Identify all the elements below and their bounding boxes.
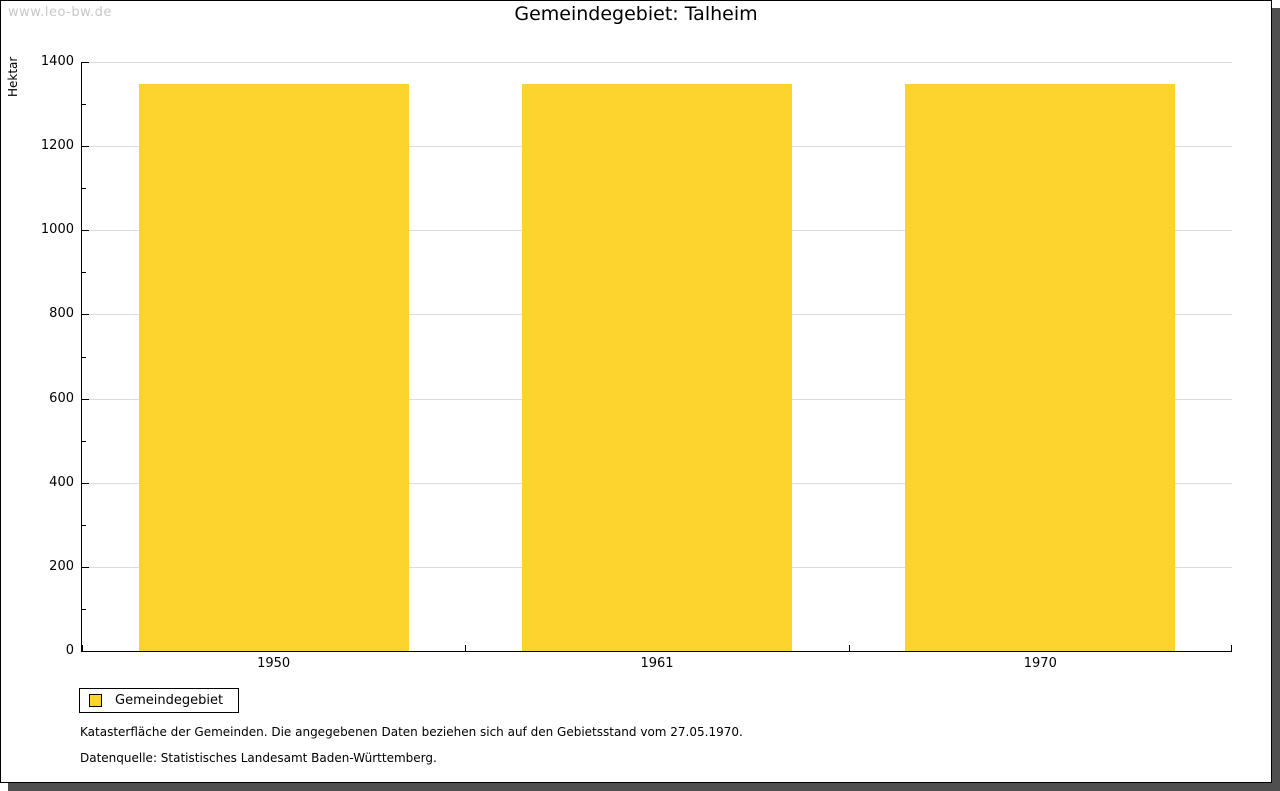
y-tick-label-400: 400 xyxy=(49,474,74,490)
y-tick-label-600: 600 xyxy=(49,390,74,406)
y-tick-label-1000: 1000 xyxy=(40,222,74,238)
y-axis-minor-tick-900 xyxy=(82,272,86,274)
legend-label: Gemeindegebiet xyxy=(115,693,224,708)
bar-1970 xyxy=(905,84,1176,651)
y-axis-tick-1000 xyxy=(82,230,89,232)
y-axis-tick-1200 xyxy=(82,146,89,148)
y-tick-label-800: 800 xyxy=(49,306,74,322)
x-axis-boundary-tick-2 xyxy=(848,645,850,651)
bar-1961 xyxy=(522,84,792,651)
gridline-1400 xyxy=(82,62,1232,63)
legend-swatch xyxy=(89,694,102,707)
y-axis-minor-tick-300 xyxy=(82,524,86,526)
y-axis-minor-tick-1300 xyxy=(82,104,86,106)
y-axis-tick-400 xyxy=(82,482,89,484)
y-tick-label-200: 200 xyxy=(49,558,74,574)
y-axis-tick-800 xyxy=(82,314,89,316)
y-axis-minor-tick-700 xyxy=(82,356,86,358)
y-axis-minor-tick-100 xyxy=(82,608,86,610)
x-tick-label-1950: 1950 xyxy=(257,656,291,671)
x-axis-boundary-tick-3 xyxy=(1231,645,1232,651)
y-tick-label-1200: 1200 xyxy=(40,138,74,154)
y-axis-minor-tick-1100 xyxy=(82,188,86,190)
legend-box: Gemeindegebiet xyxy=(79,688,240,713)
y-axis-minor-tick-500 xyxy=(82,440,86,442)
bar-1950 xyxy=(138,84,409,651)
footnote-line-1: Katasterfläche der Gemeinden. Die angege… xyxy=(80,725,743,739)
watermark: www.leo-bw.de xyxy=(8,5,112,20)
x-tick-label-1961: 1961 xyxy=(640,656,674,671)
y-axis-tick-200 xyxy=(82,566,89,568)
y-axis-tick-600 xyxy=(82,398,89,400)
x-tick-label-1970: 1970 xyxy=(1023,656,1057,671)
footnote-line-2: Datenquelle: Statistisches Landesamt Bad… xyxy=(80,751,437,765)
x-axis-boundary-tick-1 xyxy=(465,645,467,651)
y-tick-label-0: 0 xyxy=(65,643,74,658)
y-axis-tick-0 xyxy=(82,651,89,652)
y-tick-label-1400: 1400 xyxy=(40,54,74,69)
chart-title: Gemeindegebiet: Talheim xyxy=(514,3,758,25)
plot-area: 0 200 400 600 800 1000 1200 1400 1950 1961 1970 xyxy=(41,54,1232,671)
y-axis-tick-1400 xyxy=(82,62,89,63)
x-axis-boundary-tick-0 xyxy=(82,645,83,651)
